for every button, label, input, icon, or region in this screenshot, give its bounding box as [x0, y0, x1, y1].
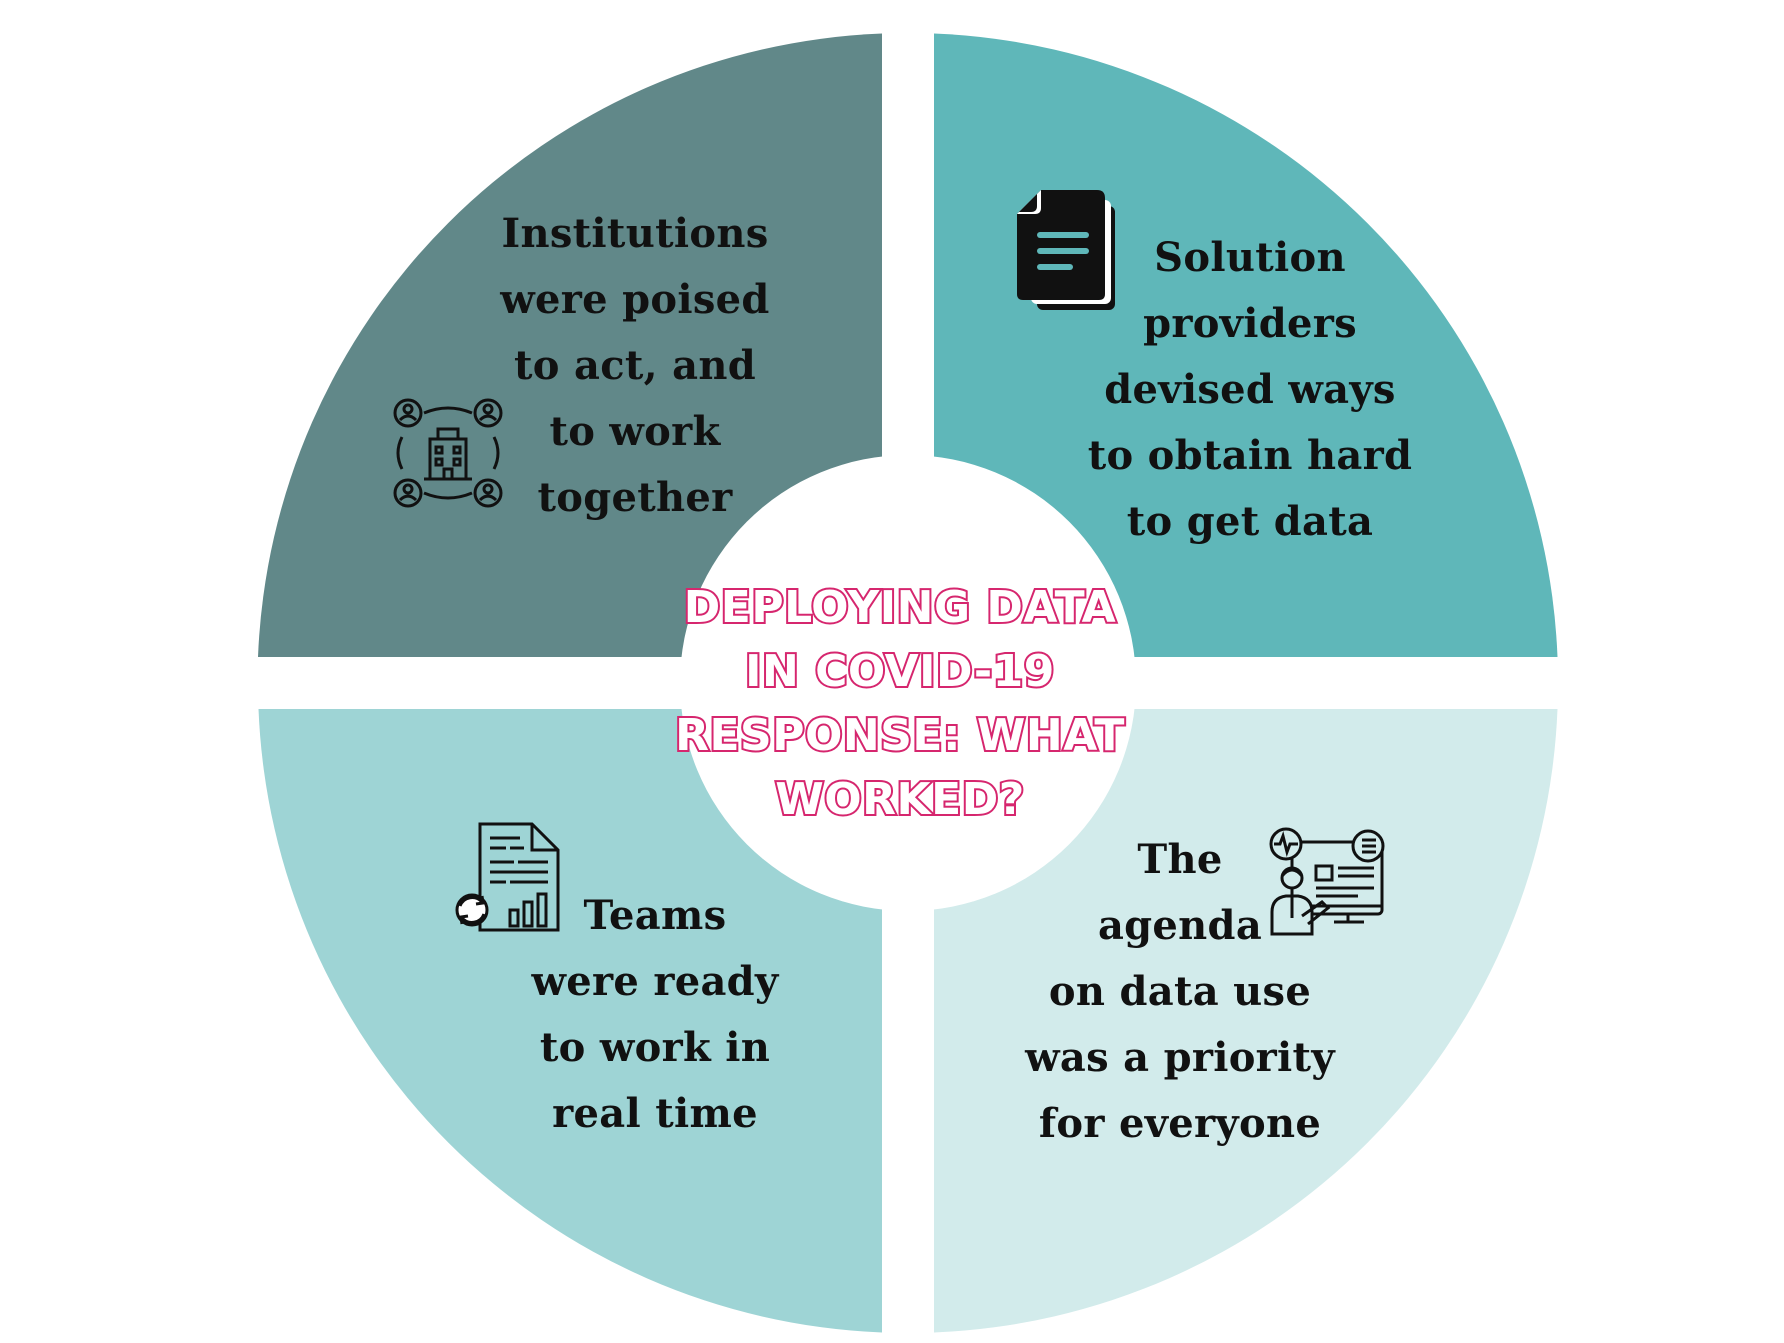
people-building-network-icon [393, 398, 503, 508]
center-title-line-4: Worked? [773, 772, 1026, 827]
top-left-line-5: together [537, 474, 733, 521]
bottom-right-text: The agenda on data use was a priority fo… [1010, 827, 1350, 1157]
bottom-right-line-5: for everyone [1038, 1100, 1322, 1147]
documents-icon [1017, 190, 1115, 310]
bottom-right-line-2: agenda [1097, 902, 1263, 949]
quadrant-top-left [258, 33, 882, 657]
center-title-line-1: Deploying Data [682, 580, 1118, 635]
top-left-line-1: Institutions [501, 210, 769, 257]
top-right-line-2: providers [1143, 300, 1357, 347]
bottom-left-line-2: were ready [531, 958, 779, 1005]
bottom-left-line-4: real time [552, 1090, 758, 1137]
top-right-text: Solution providers devised ways to obtai… [1080, 225, 1420, 555]
center-disc [680, 455, 1136, 911]
center-title: Deploying Data in COVID-19 Response: Wha… [660, 576, 1140, 832]
top-left-line-4: to work [549, 408, 721, 455]
bottom-left-line-1: Teams [583, 892, 727, 939]
top-right-line-3: devised ways [1104, 366, 1396, 413]
top-left-line-3: to act, and [514, 342, 756, 389]
top-left-line-2: were poised [500, 276, 770, 323]
report-refresh-chart-icon [455, 822, 560, 932]
top-right-line-1: Solution [1154, 234, 1346, 281]
bottom-right-line-1: The [1137, 836, 1223, 883]
bottom-left-line-3: to work in [539, 1024, 771, 1071]
quadrant-bottom-right [934, 709, 1558, 1333]
quadrant-bottom-left [258, 709, 882, 1333]
top-left-text: Institutions were poised to act, and to … [480, 201, 790, 531]
center-title-line-2: in COVID-19 [743, 644, 1056, 699]
top-right-line-4: to obtain hard [1087, 432, 1413, 479]
bottom-left-text: Teams were ready to work in real time [505, 883, 805, 1147]
center-title-line-3: Response: What [673, 708, 1126, 763]
top-right-line-5: to get data [1126, 498, 1374, 545]
quadrant-top-right [934, 33, 1558, 657]
analyst-dashboard-icon [1269, 827, 1385, 936]
bottom-right-line-3: on data use [1048, 968, 1312, 1015]
bottom-right-line-4: was a priority [1025, 1034, 1335, 1081]
